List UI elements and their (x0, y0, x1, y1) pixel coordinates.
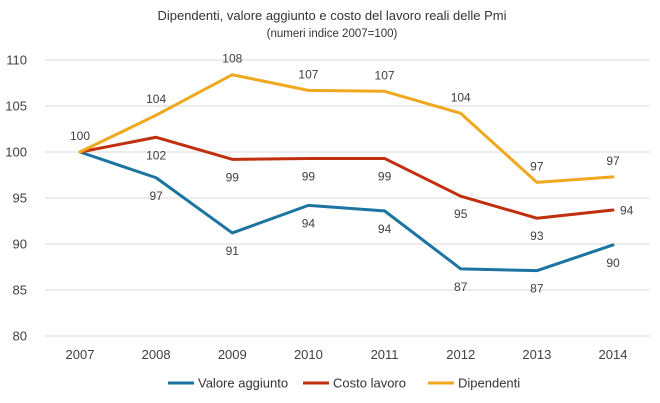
data-label: 104 (451, 90, 471, 104)
data-label: 94 (378, 222, 392, 236)
data-label: 97 (530, 159, 544, 173)
data-label: 107 (298, 67, 318, 81)
data-label: 100 (70, 129, 90, 143)
gridlines (45, 59, 650, 337)
series-lines (78, 73, 615, 273)
x-tick-label: 2013 (522, 347, 551, 362)
x-tick-label: 2009 (218, 347, 247, 362)
series-line-valore-aggiunto (78, 150, 615, 273)
data-label: 99 (302, 169, 316, 183)
data-label: 104 (146, 92, 166, 106)
data-label: 94 (620, 203, 634, 217)
data-labels: 97 91 94 94 87 87 90 102 99 99 99 95 93 94 100 104 108 10… (70, 52, 634, 296)
y-tick-label: 105 (5, 99, 27, 114)
legend-label: Valore aggiunto (198, 376, 288, 391)
x-tick-label: 2008 (142, 347, 171, 362)
data-label: 90 (606, 256, 620, 270)
x-tick-label: 2014 (599, 347, 628, 362)
legend-label: Dipendenti (458, 376, 520, 391)
x-axis-ticks: 2007 2008 2009 2010 2011 2012 2013 2014 (66, 347, 628, 362)
y-tick-label: 90 (13, 237, 27, 252)
legend-label: Costo lavoro (333, 376, 406, 391)
data-label: 97 (149, 189, 163, 203)
series-line-costo-lavoro (78, 135, 615, 220)
data-label: 102 (146, 148, 166, 162)
y-tick-label: 80 (13, 329, 27, 344)
x-tick-label: 2012 (446, 347, 475, 362)
y-tick-label: 85 (13, 283, 27, 298)
data-label: 108 (222, 52, 242, 66)
x-tick-label: 2010 (294, 347, 323, 362)
chart-title: Dipendenti, valore aggiunto e costo del … (157, 8, 506, 23)
chart-subtitle: (numeri indice 2007=100) (267, 28, 398, 40)
y-axis-ticks: 80 85 90 95 100 105 110 (5, 53, 27, 344)
data-label: 93 (530, 229, 544, 243)
data-label: 107 (375, 68, 395, 82)
series-line-dipendenti (78, 73, 615, 184)
x-tick-label: 2011 (371, 347, 399, 362)
y-tick-label: 95 (13, 191, 27, 206)
data-label: 95 (454, 207, 468, 221)
data-label: 94 (302, 216, 316, 230)
data-label: 87 (454, 280, 468, 294)
data-label: 97 (606, 154, 620, 168)
x-tick-label: 2007 (66, 347, 95, 362)
y-tick-label: 110 (6, 53, 27, 68)
data-label: 91 (226, 244, 240, 258)
data-label: 87 (530, 282, 544, 296)
y-tick-label: 100 (5, 145, 27, 160)
data-label: 99 (226, 170, 240, 184)
legend: Valore aggiunto Costo lavoro Dipendenti (168, 376, 520, 391)
data-label: 99 (378, 169, 392, 183)
